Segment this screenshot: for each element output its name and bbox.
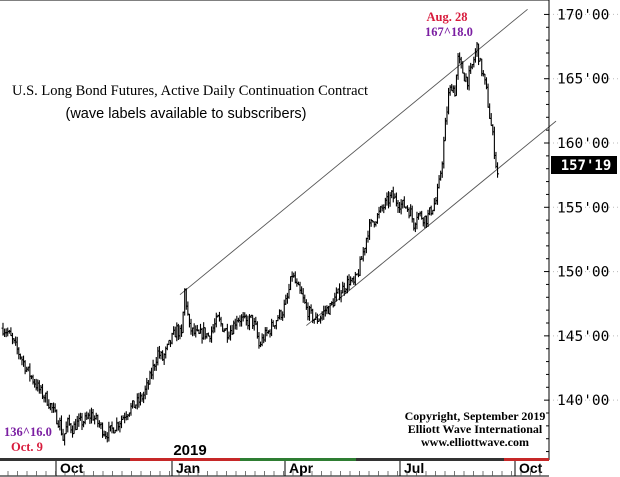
date-strip-segment <box>130 458 240 461</box>
date-strip <box>0 458 549 461</box>
price-axis-label: 145'00 <box>557 329 609 345</box>
high-value-annotation: 167^18.0 <box>425 25 473 39</box>
price-axis-label: 160'00 <box>557 136 609 152</box>
time-axis-label: Oct <box>519 460 543 476</box>
price-axis-label: 170'00 <box>557 7 609 23</box>
date-strip-segment <box>356 458 504 461</box>
price-axis-label: 155'00 <box>557 200 609 216</box>
low-value-annotation: 136^16.0 <box>4 425 52 439</box>
time-axis-label: Oct <box>60 460 84 476</box>
date-strip-segment <box>0 458 130 461</box>
last-price-box <box>551 156 617 174</box>
high-date-annotation: Aug. 28 <box>427 10 468 24</box>
price-bars <box>1 41 500 446</box>
price-axis-label: 150'00 <box>557 265 609 281</box>
date-strip-segment <box>240 458 356 461</box>
year-label: 2019 <box>173 442 206 459</box>
chart-title: U.S. Long Bond Futures, Active Daily Con… <box>12 83 368 99</box>
time-axis: Oct Jan Apr Jul Oct <box>0 460 549 477</box>
time-axis-label: Jul <box>404 460 424 476</box>
copyright-line-2: Elliott Wave International <box>408 422 543 436</box>
price-axis-label: 165'00 <box>557 72 609 88</box>
low-date-annotation: Oct. 9 <box>11 440 43 454</box>
time-axis-label: Jan <box>176 460 200 476</box>
chart-subtitle: (wave labels available to subscribers) <box>66 106 307 122</box>
channel-line <box>179 8 528 296</box>
last-price-label: 157'19 <box>561 158 612 174</box>
price-axis-label: 140'00 <box>557 393 609 409</box>
time-axis-label: Apr <box>289 460 314 476</box>
copyright-line-1: Copyright, September 2019 <box>405 409 546 423</box>
copyright-line-3: www.elliottwave.com <box>421 435 529 449</box>
price-axis: 140'00 145'00 150'00 155'00 160'00 165'00 170'… <box>544 7 609 453</box>
date-strip-segment <box>504 458 549 461</box>
